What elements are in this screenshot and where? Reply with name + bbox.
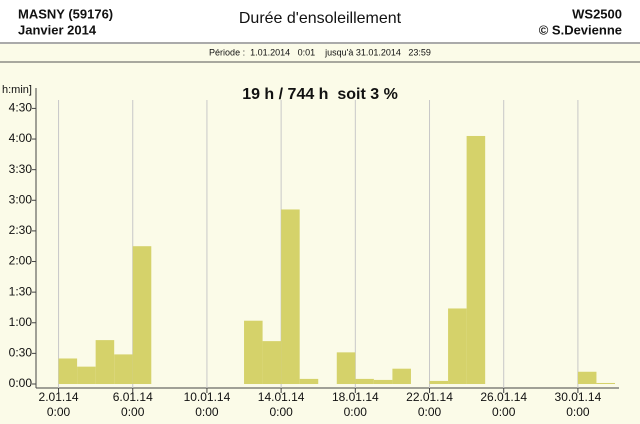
y-tick-label: 3:00	[9, 192, 33, 206]
bar	[77, 366, 96, 384]
author: © S.Devienne	[539, 22, 622, 37]
bar	[577, 371, 597, 384]
summary: 19 h / 744 h soit 3 %	[242, 86, 398, 103]
bar	[95, 340, 115, 384]
bar	[466, 135, 486, 384]
x-tick-label: 6.01.14 0:00	[112, 390, 153, 419]
x-tick-label: 26.01.14 0:00	[480, 390, 528, 419]
bar	[392, 368, 411, 384]
bar	[336, 352, 356, 384]
bar	[281, 209, 300, 384]
x-tick-label: 30.01.14 0:00	[554, 390, 602, 419]
station: MASNY (59176)	[18, 6, 113, 21]
y-tick-label: 1:30	[9, 284, 33, 298]
y-axis-label: h:min]	[2, 84, 32, 96]
x-tick-label: 2.01.14 0:00	[38, 390, 79, 419]
chart-title: Durée d'ensoleillement	[239, 10, 402, 27]
y-tick-label: 2:00	[9, 254, 33, 268]
device: WS2500	[572, 6, 622, 21]
x-tick-label: 14.01.14 0:00	[257, 390, 305, 419]
period: Période : 1.01.2014 0:01 jusqu'à 31.01.2…	[209, 47, 431, 57]
bar	[114, 354, 133, 384]
y-tick-label: 2:30	[9, 223, 33, 237]
x-tick-label: 10.01.14 0:00	[183, 390, 231, 419]
month: Janvier 2014	[18, 22, 97, 37]
y-tick-label: 4:30	[9, 101, 33, 115]
bar	[429, 380, 449, 384]
bar	[596, 382, 615, 384]
y-tick-label: 4:00	[9, 131, 33, 145]
header-bg	[0, 0, 640, 44]
bar	[132, 246, 152, 384]
x-tick-label: 18.01.14 0:00	[331, 390, 379, 419]
x-tick-label: 22.01.14 0:00	[406, 390, 453, 419]
bar	[299, 378, 319, 384]
bar	[355, 378, 374, 384]
bar	[448, 308, 467, 384]
bar	[262, 341, 282, 384]
y-tick-label: 3:30	[9, 162, 33, 176]
y-tick-label: 0:00	[9, 376, 33, 390]
bar	[58, 358, 78, 384]
y-tick-label: 1:00	[9, 315, 33, 329]
bar	[244, 320, 263, 384]
bar	[373, 379, 393, 384]
y-tick-label: 0:30	[9, 346, 33, 360]
